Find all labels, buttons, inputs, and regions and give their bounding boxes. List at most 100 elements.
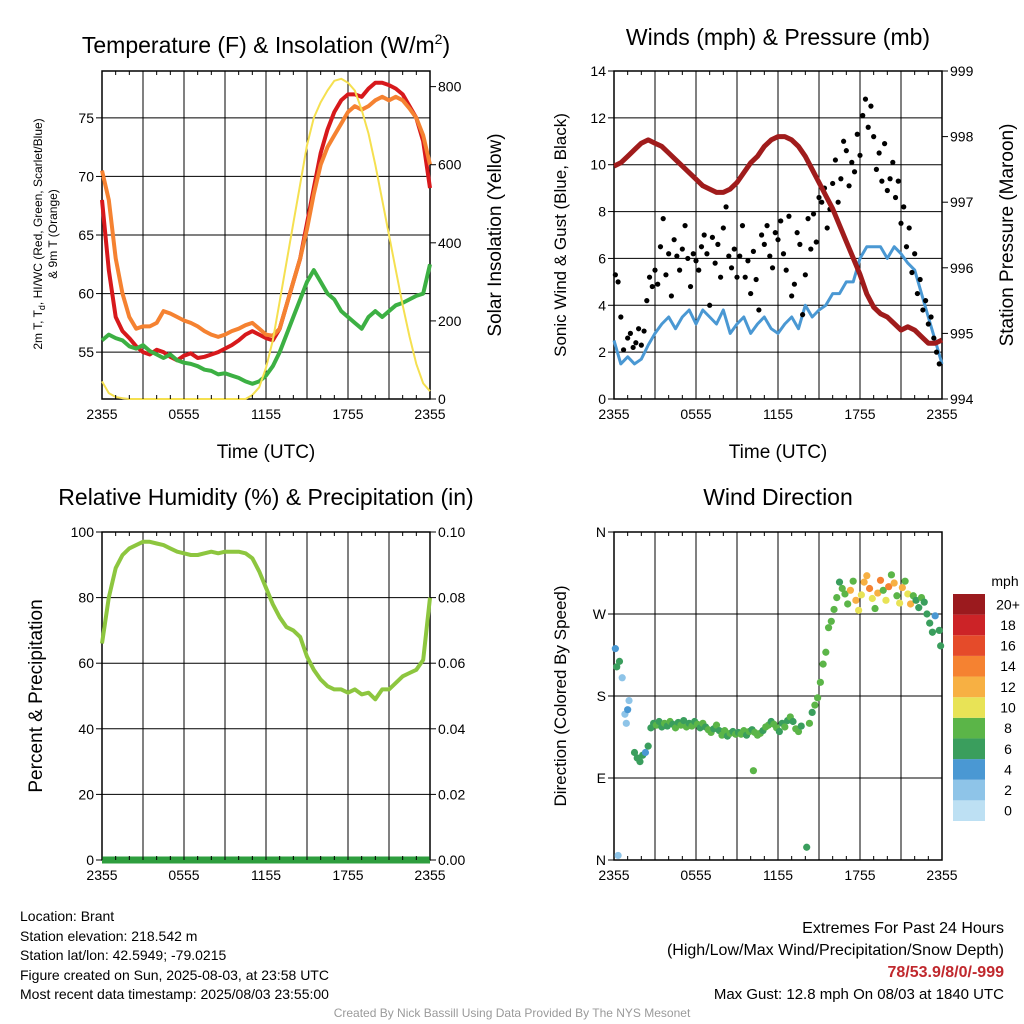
gust-point (909, 269, 915, 276)
wind-ytick-left-label: 6 (598, 250, 606, 266)
temp-ytick-left-label: 75 (78, 110, 94, 126)
dir-xtick-label: 0555 (680, 867, 711, 883)
wind-xtick-label: 1155 (763, 406, 793, 422)
gust-point (655, 281, 661, 287)
dir-ytick-left-label: W (593, 606, 607, 622)
dir-ytick-left-label: N (596, 524, 606, 540)
gust-point (876, 150, 882, 156)
gust-point (627, 330, 634, 336)
gust-point (718, 274, 724, 280)
direction-point (893, 592, 901, 600)
gust-point (769, 265, 776, 271)
rh-line (100, 539, 432, 702)
gust-point (644, 298, 650, 304)
wind-title: Winds (mph) & Pressure (mb) (626, 24, 930, 50)
dir-xtick-label: 2355 (926, 867, 957, 883)
gust-point (914, 290, 921, 297)
gust-point (707, 302, 713, 308)
gust-point (783, 267, 789, 273)
direction-point (824, 624, 833, 632)
gust-point (685, 255, 691, 262)
direction-point (749, 767, 758, 775)
temp-ytick-right-label: 800 (438, 79, 462, 95)
temp-title: Temperature (F) & Insolation (W/m2) (82, 31, 450, 58)
rh-ytick-right-label: 0.00 (438, 852, 465, 868)
gust-point (802, 272, 808, 278)
temp-xlabel: Time (UTC) (217, 442, 316, 463)
temp-series-line-temp (100, 80, 432, 363)
wind-panel: 2355 0555 1155 1755 235502468101214994995996… (590, 63, 973, 422)
direction-point (871, 604, 879, 613)
temp-series-line-dewpoint (100, 263, 432, 386)
wind-ytick-left-label: 2 (598, 344, 606, 360)
gust-point (925, 321, 931, 327)
gust-point (895, 178, 901, 184)
rh-ytick-left-label: 60 (78, 655, 94, 671)
gust-point (679, 246, 685, 252)
gust-point (761, 241, 767, 247)
colorbar-swatch (953, 759, 985, 780)
direction-point (794, 727, 803, 736)
wind-ytick-right-label: 999 (950, 63, 974, 79)
direction-point (898, 583, 906, 592)
direction-point (781, 723, 789, 731)
wind-ytick-right-label: 995 (950, 325, 974, 341)
direction-point (857, 591, 865, 599)
gust-point (865, 124, 871, 130)
colorbar-label: 20+ (996, 596, 1020, 612)
gust-point (682, 223, 688, 229)
gust-point (677, 267, 683, 273)
direction-point (906, 600, 915, 608)
wind-xtick-label: 0555 (680, 406, 711, 422)
direction-point (926, 619, 934, 627)
temp-ytick-right-label: 200 (438, 313, 462, 329)
wind-xlabel: Time (UTC) (729, 442, 828, 463)
direction-point (816, 678, 824, 686)
direction-point (641, 748, 650, 757)
direction-point (789, 717, 797, 726)
gust-point (704, 251, 710, 257)
gust-point (857, 152, 863, 158)
temp-ytick-right-label: 0 (438, 391, 446, 407)
temp-xtick-label: 2355 (86, 406, 117, 422)
direction-point (622, 719, 630, 727)
rh-ytick-left-label: 20 (78, 786, 94, 802)
gust-point (693, 258, 699, 264)
figure-created: Figure created on Sun, 2025-08-03, at 23… (20, 966, 329, 983)
gust-point (780, 251, 787, 257)
temp-xtick-label: 1755 (332, 406, 363, 422)
wind-xtick-label: 2355 (598, 406, 629, 422)
gust-point (715, 241, 721, 247)
direction-point (615, 657, 624, 665)
wind-ylabel-left: Sonic Wind & Gust (Blue, Black) (551, 113, 570, 357)
colorbar-label: 0 (1004, 803, 1012, 819)
direction-point (874, 589, 882, 597)
wind-grid (614, 70, 942, 400)
gust-point (906, 225, 912, 231)
temp-series-line-temp9m (100, 94, 432, 339)
wind-xtick-label: 2355 (926, 406, 957, 422)
gust-point (819, 199, 825, 205)
gust-point (737, 253, 743, 259)
wind-ytick-left-label: 8 (598, 204, 606, 220)
gust-point (690, 251, 696, 257)
gust-point (846, 183, 852, 189)
rh-xtick-label: 0555 (168, 867, 199, 883)
direction-point (618, 674, 626, 682)
direction-point (931, 612, 939, 620)
dir-xtick-label: 1755 (844, 867, 875, 883)
gust-point (641, 328, 647, 334)
extremes-block: Extremes For Past 24 Hours (High/Low/Max… (667, 918, 1004, 1006)
gust-point (636, 326, 642, 332)
colorbar-label: 6 (1004, 741, 1012, 757)
temp-ticks: 2355 0555 1155 1755 2355 55 60 65 70 75 0 200 400 600… (78, 71, 462, 422)
rh-ytick-left-label: 100 (71, 524, 95, 540)
gust-point (786, 213, 792, 219)
direction-point (712, 721, 721, 729)
colorbar-swatch (953, 594, 985, 615)
gust-point (871, 134, 877, 140)
gust-point (797, 241, 803, 247)
gust-point (887, 176, 893, 182)
